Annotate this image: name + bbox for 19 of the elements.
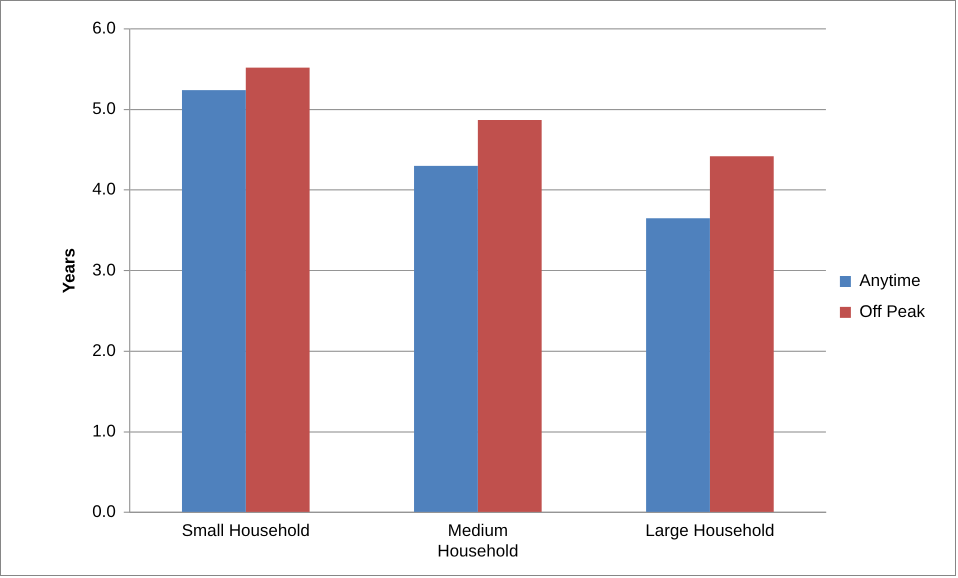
x-tick-label: Small Household [182,521,310,540]
bar [646,218,710,512]
y-tick-label: 2.0 [92,340,116,360]
bar [182,90,246,512]
legend-label: Anytime [859,271,921,290]
bar [710,156,774,512]
bar [414,166,478,512]
bar [478,120,542,512]
y-tick-label: 0.0 [92,502,116,522]
bar [246,68,310,512]
x-tick-label: Large Household [645,521,774,540]
y-tick-label: 6.0 [92,18,116,38]
legend-label: Off Peak [859,302,926,322]
y-axis-title: Years [60,248,79,294]
y-tick-label: 3.0 [92,260,116,280]
y-tick-label: 5.0 [92,99,116,118]
y-tick-label: 1.0 [92,422,116,440]
y-tick-label: 4.0 [92,180,116,199]
x-tick-label: Medium Household [437,521,518,561]
